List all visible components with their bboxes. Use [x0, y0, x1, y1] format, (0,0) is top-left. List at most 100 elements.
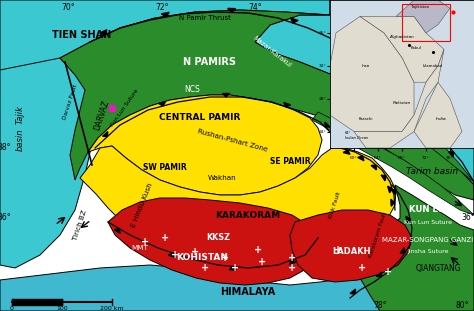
Polygon shape — [102, 132, 108, 137]
Text: +: + — [231, 263, 239, 273]
Polygon shape — [169, 253, 175, 258]
Polygon shape — [0, 0, 330, 85]
Text: 38°: 38° — [0, 143, 11, 152]
Text: 36°: 36° — [461, 213, 474, 222]
Polygon shape — [222, 94, 229, 97]
Text: Islamabad: Islamabad — [423, 64, 443, 68]
Polygon shape — [0, 265, 474, 311]
Text: 28°: 28° — [319, 97, 327, 101]
Text: KUN: KUN — [375, 89, 389, 107]
Polygon shape — [159, 102, 165, 106]
Polygon shape — [255, 0, 474, 185]
Text: SW PAMIR: SW PAMIR — [143, 164, 187, 173]
Text: India: India — [436, 117, 447, 121]
Text: Tarim basin: Tarim basin — [406, 168, 458, 177]
Text: 78°: 78° — [373, 300, 387, 309]
Polygon shape — [284, 103, 291, 107]
Polygon shape — [343, 150, 350, 154]
Text: QIANGTANG: QIANGTANG — [415, 263, 461, 272]
Text: 76°: 76° — [446, 156, 454, 160]
Polygon shape — [229, 267, 236, 270]
Text: 68°: 68° — [398, 156, 406, 160]
Text: LADAKH: LADAKH — [333, 248, 371, 257]
Polygon shape — [312, 75, 474, 215]
Text: +: + — [258, 257, 266, 267]
Polygon shape — [325, 122, 330, 127]
Text: +: + — [141, 237, 149, 247]
Text: Karachi: Karachi — [359, 117, 373, 121]
Polygon shape — [360, 16, 444, 82]
Text: 76°: 76° — [341, 2, 355, 12]
Text: 74°: 74° — [248, 2, 262, 12]
Text: Afghanistan: Afghanistan — [390, 35, 414, 39]
Text: Kun Lun Suture: Kun Lun Suture — [404, 220, 452, 225]
Text: +: + — [171, 250, 179, 260]
Polygon shape — [114, 229, 120, 233]
Text: 32°: 32° — [319, 64, 327, 68]
Text: Jinsha Suture: Jinsha Suture — [407, 249, 449, 254]
Polygon shape — [358, 156, 364, 161]
Text: +: + — [384, 267, 392, 277]
Text: N PAMIRS: N PAMIRS — [183, 57, 237, 67]
Polygon shape — [290, 210, 412, 282]
Text: 64°: 64° — [345, 131, 351, 135]
Text: Karakoram Fault: Karakoram Fault — [368, 211, 388, 258]
Text: 24°: 24° — [319, 130, 327, 133]
Polygon shape — [88, 95, 322, 195]
Text: Wakhan: Wakhan — [208, 175, 237, 181]
Text: +: + — [221, 253, 229, 263]
Text: +: + — [161, 233, 169, 243]
Text: 80°: 80° — [455, 300, 469, 309]
Text: TIEN SHAN: TIEN SHAN — [52, 30, 111, 40]
Polygon shape — [228, 8, 236, 12]
Text: Pakistan: Pakistan — [393, 101, 411, 105]
Text: LUN: LUN — [383, 109, 397, 127]
Text: 60°: 60° — [350, 156, 358, 160]
Polygon shape — [291, 18, 298, 23]
Text: KKSZ: KKSZ — [206, 234, 230, 243]
Polygon shape — [354, 49, 444, 148]
Bar — [402, 4, 450, 41]
Polygon shape — [376, 272, 382, 277]
Polygon shape — [396, 0, 450, 33]
Text: 70°: 70° — [61, 2, 75, 12]
Text: Tajik: Tajik — [16, 105, 25, 124]
Text: N Pamir Thrust: N Pamir Thrust — [179, 15, 231, 21]
Polygon shape — [161, 12, 169, 17]
Text: KARAKORAM: KARAKORAM — [216, 211, 281, 220]
Text: +: + — [288, 253, 296, 263]
Polygon shape — [330, 16, 414, 132]
Text: Indian Ocean: Indian Ocean — [346, 136, 369, 140]
Text: Darvaz Fault: Darvaz Fault — [62, 84, 78, 120]
Text: 36°: 36° — [0, 213, 11, 222]
Text: 72°: 72° — [155, 2, 169, 12]
Text: +: + — [201, 263, 209, 273]
Polygon shape — [60, 10, 474, 200]
Text: Tajikistan: Tajikistan — [411, 5, 429, 9]
Text: +: + — [358, 263, 366, 273]
Text: CENTRAL PAMIR: CENTRAL PAMIR — [159, 114, 241, 123]
Text: Kabul: Kabul — [411, 46, 422, 50]
Polygon shape — [391, 199, 394, 206]
Polygon shape — [108, 198, 318, 285]
Text: Iran: Iran — [362, 64, 370, 68]
Text: KOHISTAN: KOHISTAN — [176, 253, 228, 262]
Polygon shape — [350, 81, 357, 86]
Polygon shape — [371, 165, 376, 170]
Polygon shape — [391, 189, 396, 195]
Polygon shape — [414, 82, 462, 148]
Polygon shape — [405, 113, 410, 118]
Text: NCS: NCS — [184, 86, 200, 95]
Text: SE PAMIR: SE PAMIR — [270, 157, 310, 166]
Text: 36°: 36° — [319, 31, 327, 35]
Text: E Hindu Kush: E Hindu Kush — [130, 182, 154, 228]
Text: Kun Lun Suture: Kun Lun Suture — [110, 88, 140, 128]
Text: MMT: MMT — [132, 245, 148, 251]
Polygon shape — [80, 146, 396, 268]
Text: 64°: 64° — [374, 156, 382, 160]
Polygon shape — [355, 185, 474, 311]
Text: +: + — [254, 245, 262, 255]
Text: HIMALAYA: HIMALAYA — [220, 287, 275, 297]
Text: basin: basin — [16, 129, 25, 151]
Polygon shape — [400, 248, 405, 253]
